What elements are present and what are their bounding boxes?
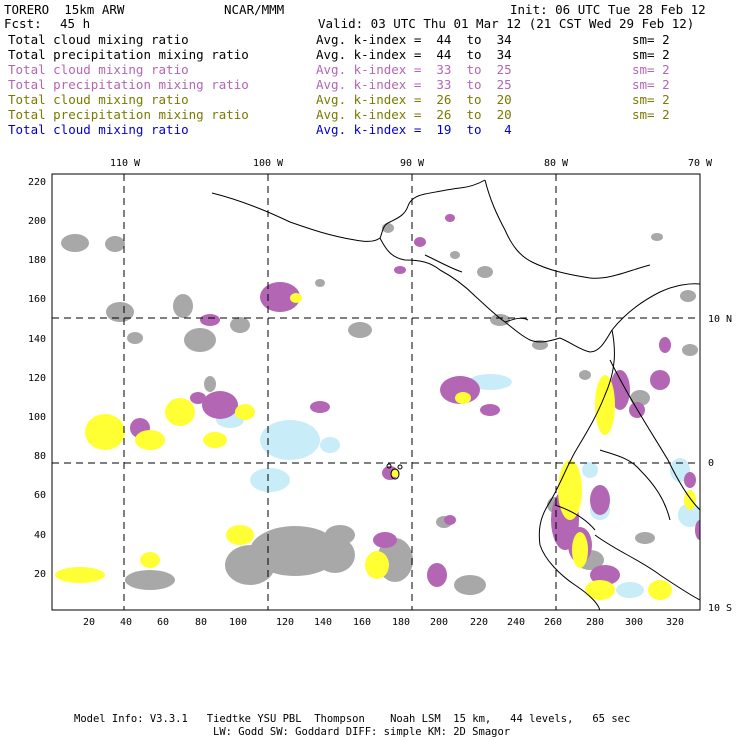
- y-tick-label: 40: [34, 530, 46, 541]
- lon-label: 80 W: [544, 158, 569, 169]
- legend-kindex: Avg. k-index = 26 to 20: [316, 107, 512, 122]
- y-tick-label: 100: [28, 412, 46, 423]
- lat-label: 10 N: [708, 314, 732, 325]
- legend-kindex: Avg. k-index = 19 to 4: [316, 122, 512, 137]
- y-tick-label: 220: [28, 177, 46, 188]
- x-tick-label: 80: [195, 617, 207, 628]
- organization-label: NCAR/MMM: [224, 2, 285, 17]
- lat-lon-grid: [52, 174, 700, 610]
- legend-smoothing: sm= 2: [632, 32, 670, 47]
- x-tick-label: 280: [586, 617, 604, 628]
- cloud-field-cyan: [216, 374, 700, 598]
- x-tick-label: 160: [353, 617, 371, 628]
- lon-label: 70 W: [688, 158, 713, 169]
- lon-label: 110 W: [110, 158, 141, 169]
- x-tick-label: 60: [157, 617, 169, 628]
- legend-smoothing: sm= 2: [632, 107, 670, 122]
- y-tick-label: 120: [28, 373, 46, 384]
- legend-field: Total cloud mixing ratio: [8, 122, 189, 137]
- map-frame: [51, 173, 701, 611]
- legend-field: Total cloud mixing ratio: [8, 62, 189, 77]
- x-tick-label: 200: [430, 617, 448, 628]
- x-tick-label: 240: [507, 617, 525, 628]
- legend-smoothing: sm= 2: [632, 77, 670, 92]
- x-tick-label: 180: [392, 617, 410, 628]
- legend-field: Total precipitation mixing ratio: [8, 47, 249, 62]
- model-name: TORERO 15km ARW: [4, 2, 125, 17]
- x-tick-label: 320: [666, 617, 684, 628]
- cloud-field-yellow: [55, 293, 696, 600]
- legend-kindex: Avg. k-index = 44 to 34: [316, 32, 512, 47]
- coastlines: [211, 179, 700, 610]
- legend-field: Total cloud mixing ratio: [8, 92, 189, 107]
- x-tick-label: 120: [276, 617, 294, 628]
- y-tick-label: 80: [34, 451, 46, 462]
- y-tick-label: 140: [28, 334, 46, 345]
- legend-kindex: Avg. k-index = 33 to 25: [316, 62, 512, 77]
- legend-kindex: Avg. k-index = 26 to 20: [316, 92, 512, 107]
- y-tick-label: 20: [34, 569, 46, 580]
- y-tick-label: 60: [34, 490, 46, 501]
- x-tick-label: 300: [625, 617, 643, 628]
- legend-field: Total precipitation mixing ratio: [8, 107, 249, 122]
- island-outline: [386, 463, 403, 480]
- x-tick-label: 100: [229, 617, 247, 628]
- x-tick-label: 40: [120, 617, 132, 628]
- legend-smoothing: sm= 2: [632, 47, 670, 62]
- init-time: Init: 06 UTC Tue 28 Feb 12: [510, 2, 706, 17]
- forecast-label: Fcst:: [4, 16, 42, 31]
- legend-field: Total cloud mixing ratio: [8, 32, 189, 47]
- y-tick-label: 160: [28, 294, 46, 305]
- lat-label: 0: [708, 458, 714, 469]
- lat-label: 10 S: [708, 603, 732, 614]
- y-tick-label: 180: [28, 255, 46, 266]
- model-info-line2: LW: Godd SW: Goddard DIFF: simple KM: 2D…: [213, 726, 511, 738]
- x-tick-label: 20: [83, 617, 95, 628]
- lon-label: 90 W: [400, 158, 425, 169]
- legend-smoothing: sm= 2: [632, 92, 670, 107]
- valid-time: Valid: 03 UTC Thu 01 Mar 12 (21 CST Wed …: [318, 16, 695, 31]
- legend-field: Total precipitation mixing ratio: [8, 77, 249, 92]
- lon-label: 100 W: [253, 158, 284, 169]
- legend-kindex: Avg. k-index = 33 to 25: [316, 77, 512, 92]
- cloud-field-grey: [61, 223, 698, 595]
- y-tick-label: 200: [28, 216, 46, 227]
- x-tick-label: 260: [544, 617, 562, 628]
- legend-smoothing: sm= 2: [632, 62, 670, 77]
- legend-kindex: Avg. k-index = 44 to 34: [316, 47, 512, 62]
- forecast-hours: 45 h: [60, 16, 91, 31]
- cloud-field-purple: [130, 214, 700, 587]
- x-tick-label: 220: [470, 617, 488, 628]
- model-info-line1: Model Info: V3.3.1 Tiedtke YSU PBL Thomp…: [74, 713, 631, 725]
- x-tick-label: 140: [314, 617, 332, 628]
